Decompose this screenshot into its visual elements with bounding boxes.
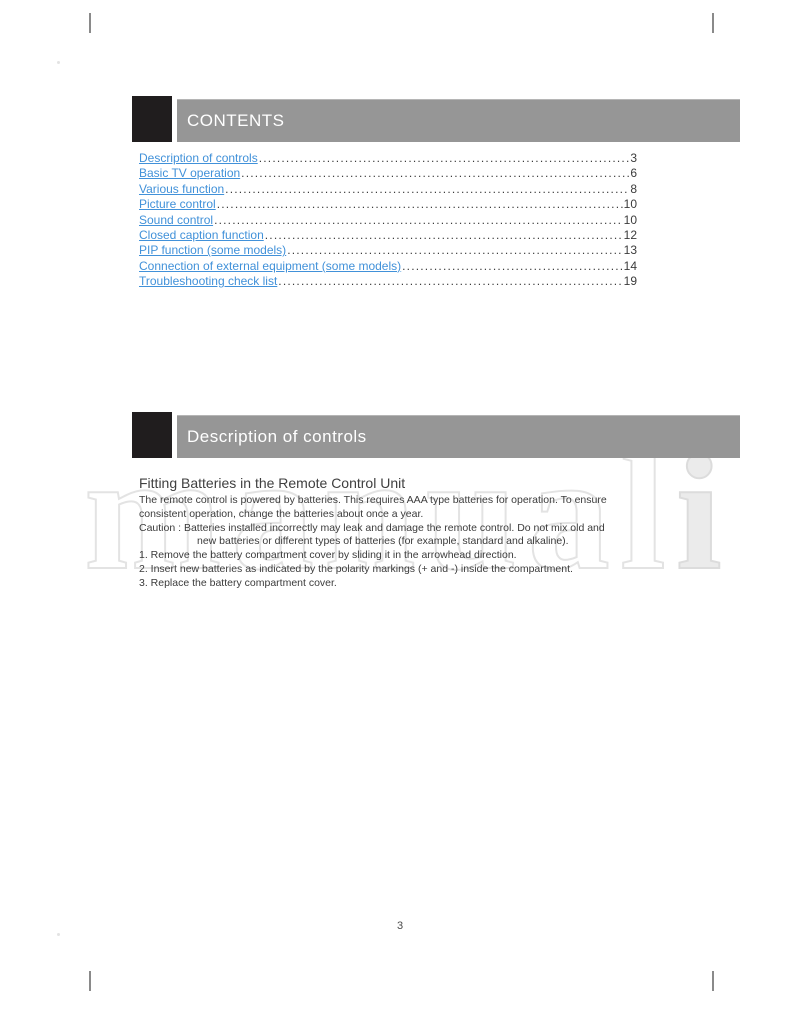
- section-banner: Description of controls: [177, 415, 740, 458]
- toc-dot-leader: [241, 166, 629, 180]
- toc-link-sound-control[interactable]: Sound control: [139, 212, 214, 227]
- section-marker-square: [132, 412, 172, 458]
- contents-section-header: CONTENTS: [0, 96, 800, 144]
- toc-page-number: 6: [630, 166, 637, 181]
- section-title: Description of controls: [187, 427, 367, 446]
- content-heading: Fitting Batteries in the Remote Control …: [139, 475, 406, 491]
- paper-speck: [57, 61, 60, 64]
- body-text-line: consistent operation, change the batteri…: [139, 507, 424, 520]
- section-banner: CONTENTS: [177, 99, 740, 142]
- crop-mark: [89, 971, 91, 991]
- toc-link-troubleshooting-check-list[interactable]: Troubleshooting check list: [139, 274, 278, 289]
- toc-dot-leader: [265, 228, 623, 242]
- section-marker-square: [132, 96, 172, 142]
- toc-link-picture-control[interactable]: Picture control: [139, 197, 216, 212]
- body-text-line: 3. Replace the battery compartment cover…: [139, 576, 337, 589]
- toc-dot-leader: [287, 243, 622, 257]
- toc-dot-leader: [402, 259, 623, 273]
- toc-entry: Troubleshooting check list 19: [139, 274, 637, 289]
- toc-entry: Basic TV operation 6: [139, 166, 637, 181]
- paper-speck: [57, 933, 60, 936]
- toc-page-number: 10: [623, 197, 637, 212]
- toc-page-number: 19: [623, 274, 637, 289]
- crop-mark: [712, 13, 714, 33]
- toc-entry: Description of controls 3: [139, 151, 637, 166]
- body-text-line: 1. Remove the battery compartment cover …: [139, 549, 517, 562]
- table-of-contents: Description of controls 3 Basic TV opera…: [139, 151, 637, 290]
- toc-link-description-of-controls[interactable]: Description of controls: [139, 151, 258, 165]
- toc-entry: PIP function (some models) 13: [139, 243, 637, 258]
- crop-mark: [712, 971, 714, 991]
- description-of-controls-section-header: Description of controls: [0, 412, 800, 460]
- toc-page-number: 12: [623, 227, 637, 242]
- page-number: 3: [396, 920, 404, 932]
- toc-page-number: 8: [630, 181, 637, 196]
- toc-dot-leader: [217, 197, 623, 211]
- toc-page-number: 13: [623, 243, 637, 258]
- toc-page-number: 10: [623, 212, 637, 227]
- toc-entry: Closed caption function 12: [139, 228, 637, 243]
- toc-entry: Picture control 10: [139, 197, 637, 212]
- toc-link-closed-caption-function[interactable]: Closed caption function: [139, 227, 264, 242]
- toc-entry: Various function 8: [139, 182, 637, 197]
- toc-link-pip-function[interactable]: PIP function (some models): [139, 243, 287, 258]
- body-text-line: new batteries or different types of batt…: [197, 535, 569, 548]
- body-text-line: Caution : Batteries installed incorrectl…: [139, 521, 605, 534]
- toc-dot-leader: [214, 213, 623, 227]
- toc-entry: Connection of external equipment (some m…: [139, 259, 637, 274]
- section-title: CONTENTS: [187, 111, 285, 130]
- toc-page-number: 3: [630, 151, 637, 165]
- toc-entry: Sound control 10: [139, 213, 637, 228]
- battery-instructions-section: Fitting Batteries in the Remote Control …: [139, 474, 639, 591]
- crop-mark: [89, 13, 91, 33]
- body-text-line: The remote control is powered by batteri…: [139, 494, 607, 506]
- toc-link-various-function[interactable]: Various function: [139, 181, 225, 196]
- toc-dot-leader: [278, 274, 622, 288]
- body-text-line: 2. Insert new batteries as indicated by …: [139, 562, 573, 575]
- toc-link-basic-tv-operation[interactable]: Basic TV operation: [139, 166, 241, 181]
- toc-dot-leader: [259, 151, 630, 165]
- toc-dot-leader: [225, 182, 629, 196]
- toc-link-connection-of-external-equipment[interactable]: Connection of external equipment (some m…: [139, 258, 402, 273]
- toc-page-number: 14: [623, 258, 637, 273]
